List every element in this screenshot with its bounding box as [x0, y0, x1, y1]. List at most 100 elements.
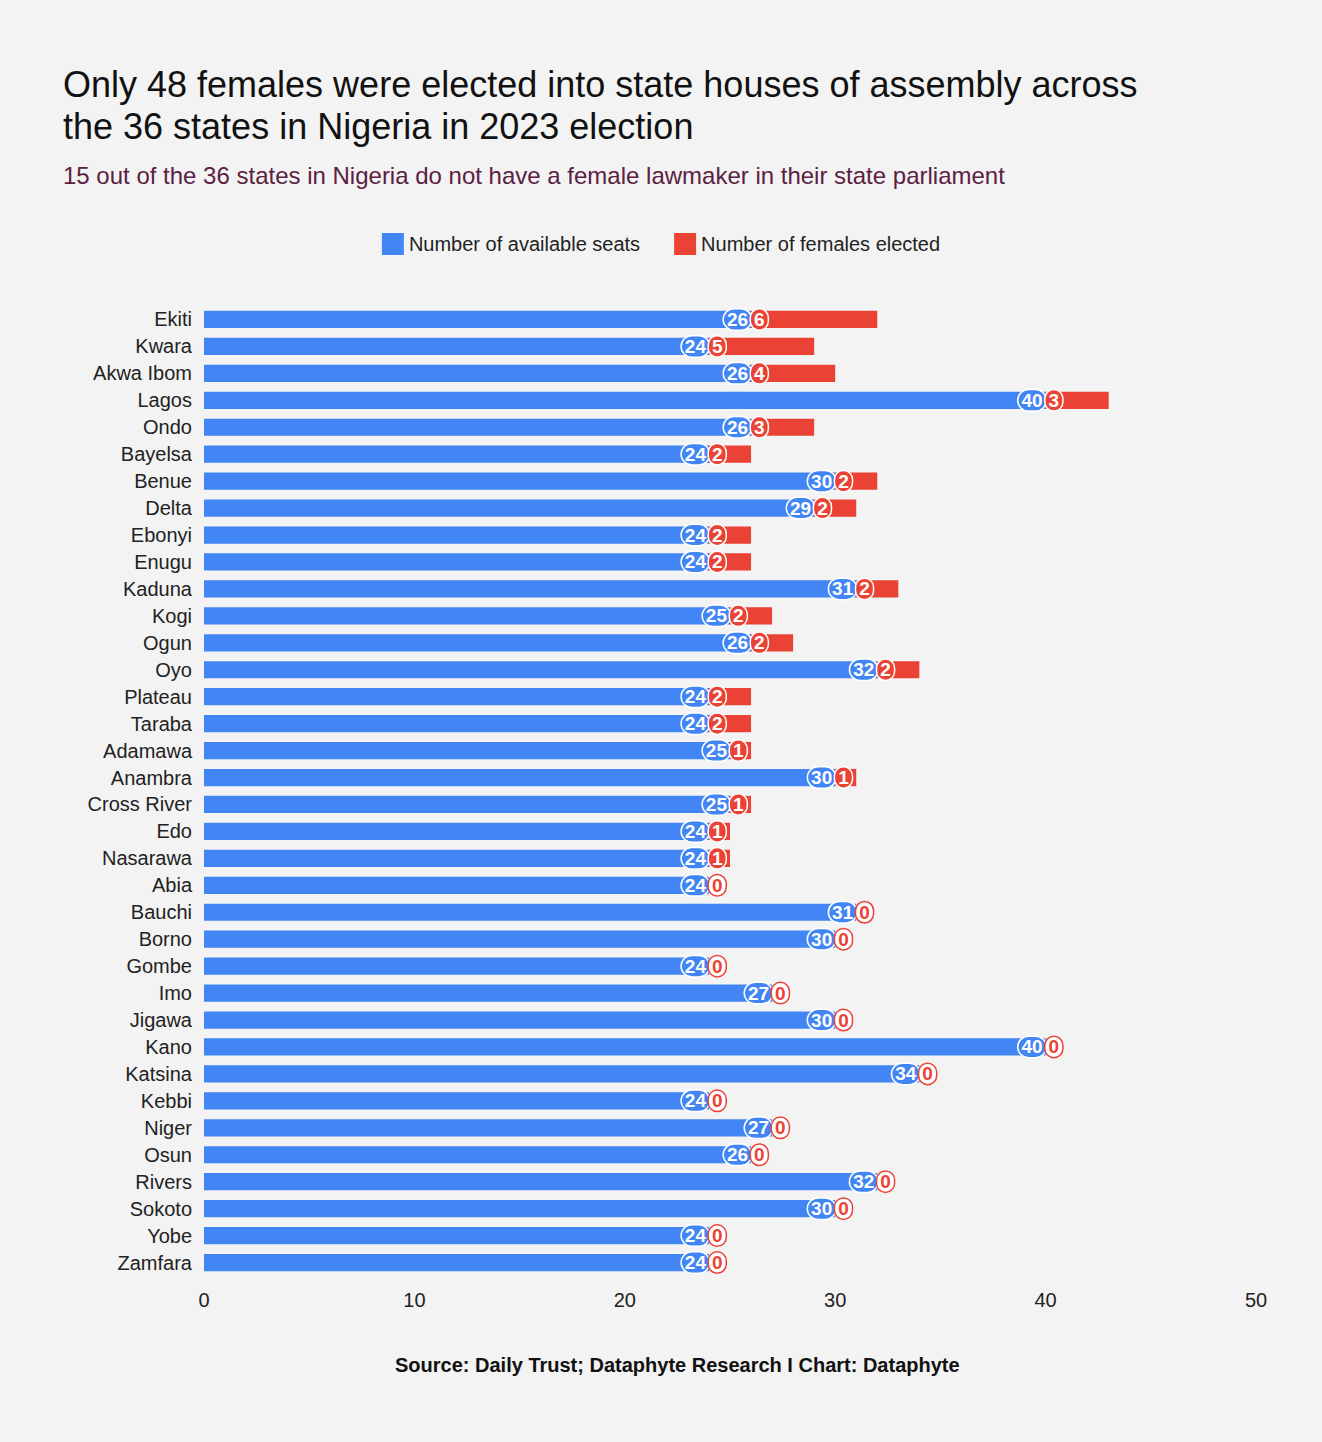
svg-text:10: 10 — [403, 1289, 425, 1311]
svg-text:Kano: Kano — [145, 1036, 192, 1058]
svg-text:0: 0 — [712, 1090, 723, 1111]
svg-text:Bayelsa: Bayelsa — [121, 443, 193, 465]
svg-text:Nasarawa: Nasarawa — [102, 847, 193, 869]
svg-text:40: 40 — [1021, 1036, 1042, 1057]
svg-text:Rivers: Rivers — [135, 1171, 192, 1193]
svg-text:29: 29 — [790, 498, 811, 519]
svg-text:27: 27 — [748, 1117, 769, 1138]
svg-text:26: 26 — [727, 632, 748, 653]
svg-text:24: 24 — [685, 551, 707, 572]
svg-text:27: 27 — [748, 983, 769, 1004]
svg-text:3: 3 — [754, 417, 765, 438]
svg-text:4: 4 — [754, 363, 765, 384]
svg-text:0: 0 — [775, 983, 786, 1004]
svg-text:2: 2 — [754, 632, 765, 653]
svg-text:24: 24 — [685, 848, 707, 869]
svg-text:Cross River: Cross River — [88, 793, 193, 815]
svg-text:0: 0 — [712, 875, 723, 896]
svg-text:30: 30 — [824, 1289, 846, 1311]
svg-text:Benue: Benue — [134, 470, 192, 492]
svg-text:30: 30 — [811, 1010, 832, 1031]
svg-text:2: 2 — [838, 471, 849, 492]
svg-text:25: 25 — [706, 605, 728, 626]
svg-text:Akwa Ibom: Akwa Ibom — [93, 362, 192, 384]
svg-text:32: 32 — [853, 659, 874, 680]
svg-text:2: 2 — [712, 525, 723, 546]
svg-text:0: 0 — [838, 929, 849, 950]
svg-text:20: 20 — [614, 1289, 636, 1311]
svg-text:the 36 states in Nigeria in 20: the 36 states in Nigeria in 2023 electio… — [63, 106, 693, 147]
svg-text:Plateau: Plateau — [124, 686, 192, 708]
svg-text:Gombe: Gombe — [126, 955, 192, 977]
svg-text:Niger: Niger — [144, 1117, 192, 1139]
svg-text:Kebbi: Kebbi — [141, 1090, 192, 1112]
svg-text:6: 6 — [754, 309, 765, 330]
svg-text:0: 0 — [922, 1063, 933, 1084]
svg-text:Ogun: Ogun — [143, 632, 192, 654]
svg-text:30: 30 — [811, 767, 832, 788]
svg-text:0: 0 — [712, 956, 723, 977]
svg-text:1: 1 — [712, 821, 723, 842]
svg-text:Yobe: Yobe — [147, 1225, 192, 1247]
svg-text:2: 2 — [880, 659, 891, 680]
svg-text:1: 1 — [733, 740, 744, 761]
svg-text:1: 1 — [733, 794, 744, 815]
svg-text:25: 25 — [706, 740, 728, 761]
svg-text:Edo: Edo — [156, 820, 192, 842]
svg-text:Lagos: Lagos — [138, 389, 193, 411]
svg-text:24: 24 — [685, 336, 707, 357]
svg-text:0: 0 — [838, 1010, 849, 1031]
svg-text:Anambra: Anambra — [111, 767, 193, 789]
svg-text:Delta: Delta — [145, 497, 193, 519]
svg-text:1: 1 — [838, 767, 849, 788]
svg-text:24: 24 — [685, 686, 707, 707]
svg-text:Source: Daily Trust; Dataphyte: Source: Daily Trust; Dataphyte Research … — [395, 1354, 960, 1376]
svg-text:32: 32 — [853, 1171, 874, 1192]
svg-text:Only 48 females were elected i: Only 48 females were elected into state … — [63, 64, 1148, 105]
svg-text:24: 24 — [685, 1090, 707, 1111]
svg-text:Number of available seats: Number of available seats — [409, 233, 640, 255]
svg-text:Osun: Osun — [144, 1144, 192, 1166]
svg-text:26: 26 — [727, 363, 748, 384]
svg-text:2: 2 — [712, 713, 723, 734]
svg-text:0: 0 — [880, 1171, 891, 1192]
svg-text:2: 2 — [712, 444, 723, 465]
svg-text:40: 40 — [1034, 1289, 1056, 1311]
svg-text:Ondo: Ondo — [143, 416, 192, 438]
svg-text:5: 5 — [712, 336, 723, 357]
svg-text:2: 2 — [817, 498, 828, 519]
svg-text:26: 26 — [727, 309, 748, 330]
svg-text:0: 0 — [859, 902, 870, 923]
svg-text:2: 2 — [859, 578, 870, 599]
svg-text:31: 31 — [832, 578, 854, 599]
svg-text:Kaduna: Kaduna — [123, 578, 193, 600]
svg-text:0: 0 — [1049, 1036, 1060, 1057]
svg-text:24: 24 — [685, 713, 707, 734]
svg-text:34: 34 — [895, 1063, 917, 1084]
svg-text:Number of females elected: Number of females elected — [701, 233, 940, 255]
svg-text:Bauchi: Bauchi — [131, 901, 192, 923]
svg-text:40: 40 — [1021, 390, 1042, 411]
svg-text:30: 30 — [811, 1198, 832, 1219]
svg-text:0: 0 — [712, 1225, 723, 1246]
svg-text:Zamfara: Zamfara — [118, 1252, 193, 1274]
svg-text:0: 0 — [198, 1289, 209, 1311]
svg-text:0: 0 — [775, 1117, 786, 1138]
svg-text:30: 30 — [811, 929, 832, 950]
svg-text:Imo: Imo — [159, 982, 192, 1004]
svg-text:Adamawa: Adamawa — [103, 740, 193, 762]
svg-text:3: 3 — [1049, 390, 1060, 411]
svg-text:50: 50 — [1245, 1289, 1267, 1311]
svg-text:Ebonyi: Ebonyi — [131, 524, 192, 546]
svg-text:Kwara: Kwara — [135, 335, 193, 357]
svg-text:Katsina: Katsina — [125, 1063, 193, 1085]
svg-text:Taraba: Taraba — [131, 713, 193, 735]
svg-text:24: 24 — [685, 444, 707, 465]
svg-text:1: 1 — [712, 848, 723, 869]
svg-text:Oyo: Oyo — [155, 659, 192, 681]
svg-text:0: 0 — [712, 1252, 723, 1273]
svg-text:Abia: Abia — [152, 874, 193, 896]
svg-text:24: 24 — [685, 875, 707, 896]
svg-text:Enugu: Enugu — [134, 551, 192, 573]
svg-text:Jigawa: Jigawa — [130, 1009, 193, 1031]
